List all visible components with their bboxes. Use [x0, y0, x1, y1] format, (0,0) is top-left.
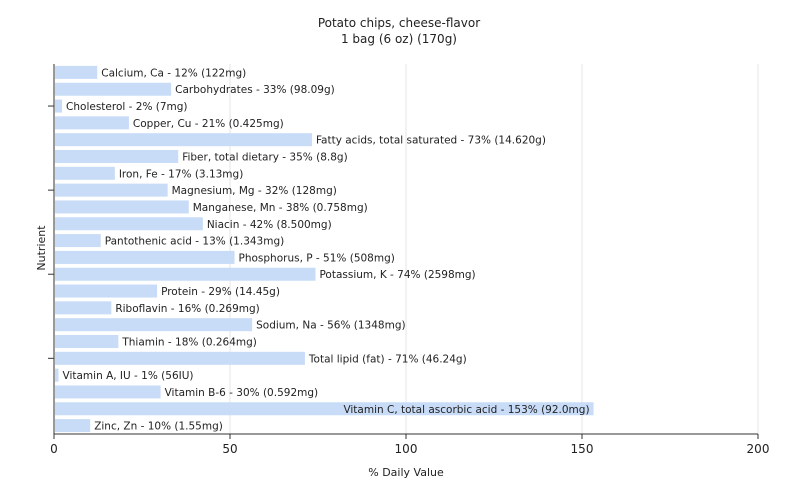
bar	[55, 133, 312, 147]
bar-label: Potassium, K - 74% (2598mg)	[319, 269, 475, 281]
bar	[55, 150, 179, 163]
bar	[55, 234, 101, 248]
bar-group-5: Fiber, total dietary - 35% (8.8g)	[55, 150, 348, 164]
bar-group-15: Sodium, Na - 56% (1348mg)	[55, 318, 406, 332]
bar	[55, 318, 253, 332]
bar-group-19: Vitamin B-6 - 30% (0.592mg)	[55, 385, 318, 399]
bar-group-14: Riboflavin - 16% (0.269mg)	[55, 301, 260, 315]
bar-group-18: Vitamin A, IU - 1% (56IU)	[55, 368, 194, 382]
x-tick-label: 0	[50, 442, 58, 456]
bar	[55, 419, 91, 433]
bar	[55, 335, 119, 348]
bar	[55, 65, 98, 79]
bar-label: Total lipid (fat) - 71% (46.24g)	[308, 353, 467, 365]
bar-group-21: Zinc, Zn - 10% (1.55mg)	[55, 419, 223, 433]
bar	[55, 351, 305, 365]
x-axis-label: % Daily Value	[368, 466, 444, 479]
bar	[55, 166, 115, 180]
chart-subtitle: 1 bag (6 oz) (170g)	[341, 32, 457, 46]
x-tick-label: 50	[222, 442, 237, 456]
bar	[55, 116, 129, 130]
bar-group-11: Phosphorus, P - 51% (508mg)	[55, 250, 395, 264]
y-axis-label: Nutrient	[35, 225, 48, 271]
bar-label: Vitamin B-6 - 30% (0.592mg)	[165, 387, 319, 399]
axes: 0 50 100 150 200	[48, 64, 769, 456]
bar-group-20: Vitamin C, total ascorbic acid - 153% (9…	[55, 402, 594, 416]
x-tick-label: 100	[395, 442, 418, 456]
bar-group-3: Copper, Cu - 21% (0.425mg)	[55, 116, 284, 130]
bar-group-8: Manganese, Mn - 38% (0.758mg)	[55, 200, 368, 214]
bar-group-12: Potassium, K - 74% (2598mg)	[55, 267, 476, 281]
bar-label: Fatty acids, total saturated - 73% (14.6…	[316, 135, 546, 147]
bar-label: Protein - 29% (14.45g)	[161, 286, 280, 298]
grid-lines	[229, 64, 759, 434]
bar	[55, 385, 161, 399]
bar	[55, 99, 63, 113]
bar	[55, 284, 158, 298]
bar-group-10: Pantothenic acid - 13% (1.343mg)	[55, 234, 284, 248]
bar-group-9: Niacin - 42% (8.500mg)	[55, 217, 332, 231]
bar	[55, 183, 168, 197]
bar	[55, 267, 316, 281]
bar-group-7: Magnesium, Mg - 32% (128mg)	[55, 183, 337, 197]
bar-group-13: Protein - 29% (14.45g)	[55, 284, 280, 298]
bar-label: Vitamin A, IU - 1% (56IU)	[63, 370, 194, 382]
bar	[55, 217, 203, 231]
bar-group-2: Cholesterol - 2% (7mg)	[55, 99, 188, 113]
bar	[55, 368, 59, 382]
bar	[55, 250, 235, 264]
bar-label: Cholesterol - 2% (7mg)	[66, 101, 188, 113]
bar-label: Manganese, Mn - 38% (0.758mg)	[193, 202, 368, 214]
bar-label: Carbohydrates - 33% (98.09g)	[175, 84, 335, 96]
bar-label: Magnesium, Mg - 32% (128mg)	[172, 185, 337, 197]
bar	[55, 402, 594, 416]
bar-label: Iron, Fe - 17% (3.13mg)	[119, 168, 243, 180]
bar-group-1: Carbohydrates - 33% (98.09g)	[55, 82, 335, 96]
chart-title: Potato chips, cheese-flavor	[318, 16, 480, 30]
bar-label: Phosphorus, P - 51% (508mg)	[239, 252, 395, 264]
bar-group-4: Fatty acids, total saturated - 73% (14.6…	[55, 133, 546, 147]
bars: Calcium, Ca - 12% (122mg) Carbohydrates -…	[55, 65, 594, 433]
bar-label: Sodium, Na - 56% (1348mg)	[256, 320, 405, 332]
bar-group-6: Iron, Fe - 17% (3.13mg)	[55, 166, 243, 180]
bar	[55, 200, 189, 214]
bar-label: Riboflavin - 16% (0.269mg)	[115, 303, 259, 315]
bar	[55, 82, 172, 96]
x-tick-label: 150	[571, 442, 594, 456]
bar-label: Vitamin C, total ascorbic acid - 153% (9…	[343, 404, 589, 416]
bar-label: Pantothenic acid - 13% (1.343mg)	[105, 236, 284, 248]
bar-group-17: Total lipid (fat) - 71% (46.24g)	[55, 351, 467, 365]
bar-label: Zinc, Zn - 10% (1.55mg)	[94, 421, 223, 433]
x-tick-label: 200	[747, 442, 770, 456]
bar-label: Fiber, total dietary - 35% (8.8g)	[182, 152, 347, 164]
bar-label: Copper, Cu - 21% (0.425mg)	[133, 118, 284, 130]
bar	[55, 301, 112, 315]
bar-group-0: Calcium, Ca - 12% (122mg)	[55, 65, 246, 79]
bar-group-16: Thiamin - 18% (0.264mg)	[55, 335, 257, 349]
bar-label: Niacin - 42% (8.500mg)	[207, 219, 332, 231]
bar-label: Thiamin - 18% (0.264mg)	[121, 337, 257, 349]
bar-label: Calcium, Ca - 12% (122mg)	[101, 67, 246, 79]
